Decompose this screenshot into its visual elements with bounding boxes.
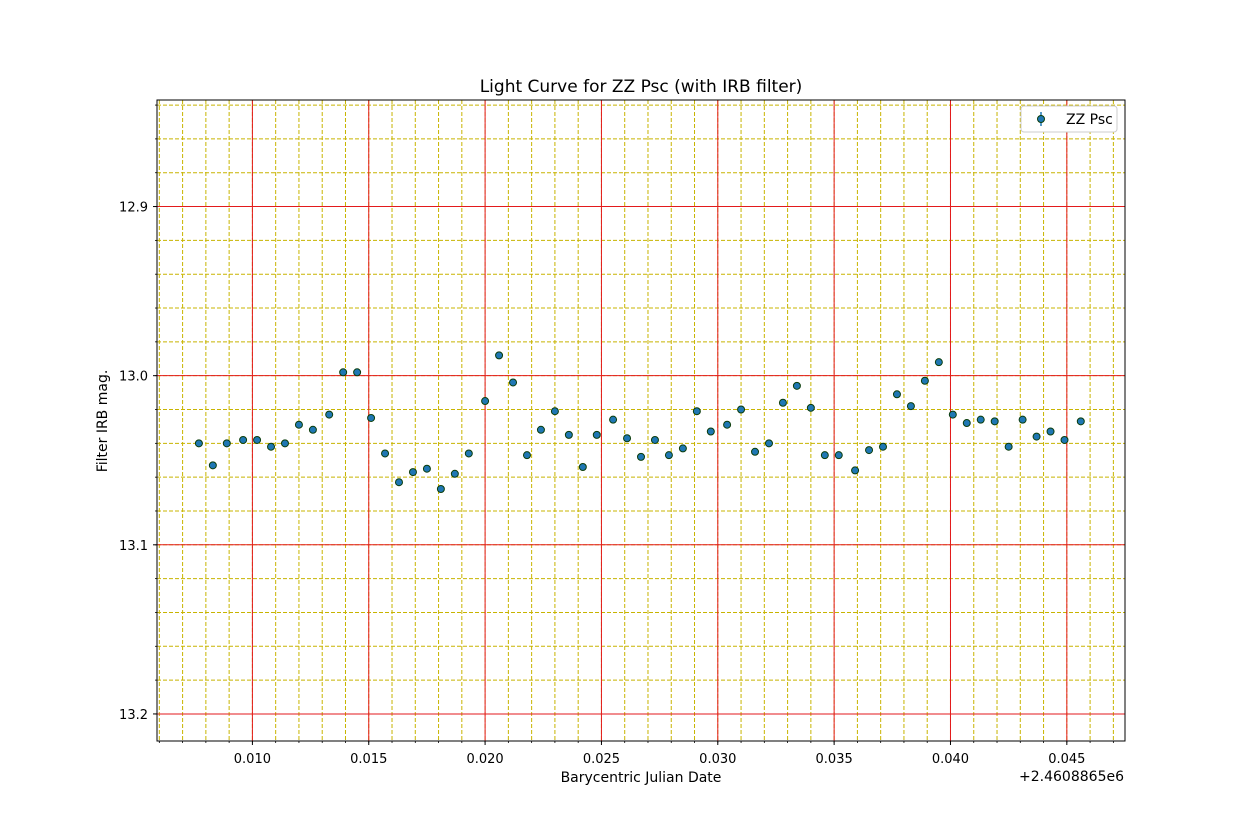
data-point <box>509 378 518 387</box>
data-point <box>851 466 860 475</box>
data-point <box>906 402 915 411</box>
data-point <box>578 463 587 472</box>
data-point <box>267 442 276 451</box>
axis-ticks: 0.010 0.015 0.020 0.025 0.030 0.035 0.040 0.045… <box>119 104 1114 767</box>
data-point <box>381 449 390 458</box>
data-point <box>650 435 659 444</box>
data-point <box>367 413 376 422</box>
data-point <box>536 425 545 434</box>
data-point <box>395 478 403 487</box>
data-point <box>1046 427 1055 436</box>
data-point <box>325 410 334 419</box>
legend: ZZ Psc <box>1020 105 1118 133</box>
data-point <box>834 451 843 460</box>
data-point <box>280 439 289 448</box>
x-tick-label: 0.015 <box>350 752 387 767</box>
x-tick-label: 0.035 <box>816 752 853 767</box>
data-point <box>564 430 573 439</box>
data-point <box>865 446 874 455</box>
data-point <box>208 461 217 470</box>
data-point <box>1060 435 1069 444</box>
data-point <box>623 434 632 443</box>
data-point <box>353 368 362 377</box>
data-point <box>1004 442 1013 451</box>
data-point <box>892 390 901 399</box>
data-point <box>609 415 618 424</box>
data-point <box>422 464 431 473</box>
data-point <box>664 451 673 460</box>
data-point <box>495 351 504 360</box>
x-tick-label: 0.025 <box>583 752 620 767</box>
data-point <box>920 376 929 385</box>
data-point <box>737 405 746 414</box>
data-point <box>253 435 262 444</box>
data-point <box>820 451 829 460</box>
data-point <box>948 410 957 419</box>
data-point <box>222 439 231 448</box>
data-points <box>194 351 1085 493</box>
data-point <box>339 368 348 377</box>
chart-title: Light Curve for ZZ Psc (with IRB filter) <box>480 77 803 97</box>
data-point <box>751 447 760 456</box>
data-point <box>934 358 943 367</box>
data-point <box>976 415 985 424</box>
data-point <box>1032 432 1041 441</box>
data-point <box>706 427 715 436</box>
x-tick-label: 0.020 <box>466 752 503 767</box>
x-tick-label: 0.040 <box>932 752 969 767</box>
data-point <box>678 444 687 453</box>
y-tick-label: 13.2 <box>119 708 148 723</box>
data-point <box>450 469 459 478</box>
data-point <box>764 439 773 448</box>
y-tick-label: 13.1 <box>119 539 148 554</box>
data-point <box>778 398 787 407</box>
data-point <box>1018 415 1027 424</box>
data-point <box>464 449 473 458</box>
data-point <box>239 435 248 444</box>
legend-marker-icon <box>1037 115 1045 123</box>
data-point <box>308 425 317 434</box>
data-point <box>637 452 645 461</box>
data-point <box>294 420 303 429</box>
y-tick-label: 12.9 <box>119 201 148 216</box>
data-point <box>1076 417 1085 426</box>
y-axis-label: Filter IRB mag. <box>95 370 111 473</box>
major-grid <box>157 100 1125 741</box>
x-offset-label: +2.4608865e6 <box>1019 769 1124 785</box>
data-point <box>522 451 531 460</box>
legend-box <box>1020 105 1118 133</box>
x-tick-label: 0.045 <box>1048 752 1085 767</box>
data-point <box>550 407 559 416</box>
data-point <box>592 430 601 439</box>
data-point <box>481 397 490 406</box>
y-tick-label: 13.0 <box>119 370 148 385</box>
plot-frame <box>156 99 1126 742</box>
data-point <box>436 484 445 493</box>
data-point <box>990 417 999 426</box>
data-point <box>692 407 701 416</box>
x-axis-label: Barycentric Julian Date <box>561 770 722 786</box>
data-point <box>806 403 815 412</box>
data-point <box>194 439 203 448</box>
x-tick-label: 0.030 <box>699 752 736 767</box>
data-point <box>962 419 971 428</box>
data-point <box>723 420 732 429</box>
data-point <box>408 468 417 477</box>
legend-entry-label: ZZ Psc <box>1066 112 1113 128</box>
data-point <box>879 442 887 451</box>
data-point <box>792 381 801 390</box>
x-tick-label: 0.010 <box>234 752 271 767</box>
